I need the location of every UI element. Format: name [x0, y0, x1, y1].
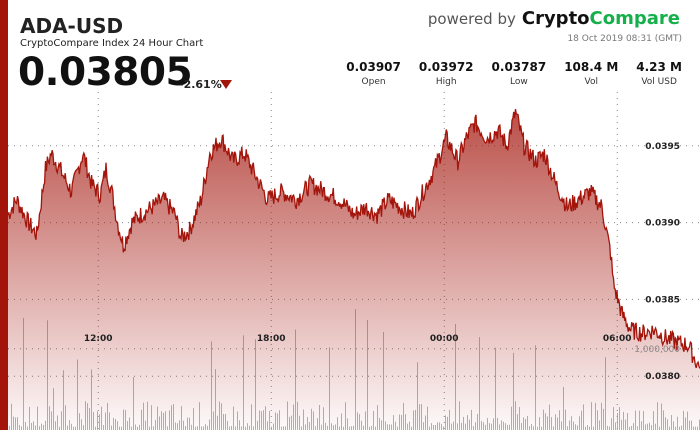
down-arrow-icon [220, 80, 232, 89]
y-tick-label: 0.0395 [645, 142, 680, 152]
pair-title: ADA-USD [20, 14, 124, 38]
stat-open: 0.03907 Open [328, 60, 401, 87]
stat-label: Low [509, 77, 528, 87]
x-tick-label: 12:00 [84, 334, 113, 344]
brand-logo-part2: Compare [589, 8, 680, 29]
price-change: -2.61% [179, 78, 222, 91]
stat-vol: 108.4 M Vol [546, 60, 618, 87]
stat-value: 0.03972 [418, 60, 474, 74]
price-area [8, 109, 700, 430]
timestamp: 18 Oct 2019 08:31 (GMT) [567, 34, 682, 44]
y-tick-label: 0.0385 [645, 295, 680, 305]
stat-value: 0.03787 [491, 60, 547, 74]
x-tick-label: 06:00 [603, 334, 632, 344]
stat-vol-usd: 4.23 M Vol USD [618, 60, 682, 87]
y-tick-label: 0.0390 [645, 219, 680, 229]
stat-value: 0.03907 [346, 60, 401, 74]
axis-labels: 0.0395 0.0390 0.0385 0.0380 12:00 18:00 00:00 0… [84, 142, 680, 382]
stat-value: 108.4 M [564, 60, 619, 74]
stat-label: Vol [584, 77, 598, 87]
stats-panel: 0.03907 Open 0.03972 High 0.03787 Low 10… [328, 60, 682, 87]
stat-high: 0.03972 High [401, 60, 474, 87]
stat-label: Vol USD [641, 77, 677, 87]
volume-tick-label: 1,000,000 [634, 345, 680, 355]
chart-subtitle: CryptoCompare Index 24 Hour Chart [20, 38, 204, 49]
x-tick-label: 18:00 [257, 334, 286, 344]
accent-bar [0, 0, 8, 430]
stat-label: High [435, 77, 457, 87]
powered-by-text: powered by [427, 10, 516, 28]
price-line [7, 108, 700, 369]
brand-logo-part1: Crypto [521, 8, 590, 29]
powered-by[interactable]: powered by CryptoCompare [428, 8, 680, 29]
x-tick-label: 00:00 [430, 334, 459, 344]
stat-value: 4.23 M [636, 60, 682, 74]
stat-label: Open [361, 77, 386, 87]
stat-low: 0.03787 Low [474, 60, 547, 87]
current-price: 0.03805 [18, 50, 193, 95]
y-tick-label: 0.0380 [645, 372, 680, 382]
